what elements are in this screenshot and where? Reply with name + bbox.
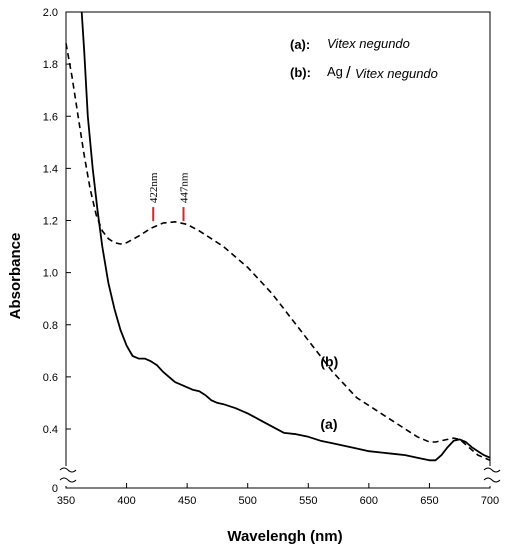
y-axis-title: Absorbance	[7, 233, 24, 320]
y-tick-label: 0.4	[43, 424, 58, 436]
x-tick-label: 400	[117, 495, 135, 507]
x-tick-label: 650	[420, 495, 438, 507]
y-tick-label: 1.0	[43, 268, 58, 280]
y-tick-label: 2.0	[43, 7, 58, 19]
x-tick-label: 350	[57, 495, 75, 507]
legend: (a): Vitex negundo (b): Ag / Vitex negun…	[290, 36, 438, 82]
annotation-layer: 422nm 447nm	[148, 172, 191, 222]
legend-b-prefix: Ag	[327, 64, 343, 79]
series-layer: (a) (b)	[65, 11, 491, 462]
x-axis-title: Wavelengh (nm)	[227, 528, 342, 545]
legend-b-key: (b):	[290, 65, 311, 80]
legend-b-slash: /	[346, 63, 351, 82]
series-line-b	[65, 43, 491, 462]
x-tick-label: 450	[178, 495, 196, 507]
y-tick-label: 0.8	[43, 320, 58, 332]
y-ticks: 0 0.4 0.6 0.8 1.0 1.2 1.4 1.6 1.8 2.0	[43, 7, 71, 495]
y-tick-label: 0	[52, 483, 58, 495]
plot-area	[65, 11, 491, 489]
legend-b-text: Vitex negundo	[355, 66, 438, 81]
y-axis-break-left	[58, 466, 77, 486]
x-tick-label: 500	[239, 495, 257, 507]
series-label-a: (a)	[320, 416, 337, 432]
y-axis-break-right	[482, 466, 501, 486]
series-line-a	[80, 11, 491, 462]
y-tick-label: 1.4	[43, 163, 58, 175]
y-tick-label: 1.2	[43, 216, 58, 228]
y-tick-label: 1.6	[43, 111, 58, 123]
peak2-label: 447nm	[179, 172, 191, 203]
legend-a-text: Vitex negundo	[327, 36, 410, 51]
legend-a-key: (a):	[290, 37, 310, 52]
x-tick-label: 600	[360, 495, 378, 507]
x-tick-label: 700	[481, 495, 499, 507]
x-tick-label: 550	[299, 495, 317, 507]
y-tick-label: 1.8	[43, 59, 58, 71]
x-ticks: 350 400 450 500 550 600 650 700	[57, 483, 499, 507]
y-tick-label: 0.6	[43, 372, 58, 384]
peak1-label: 422nm	[148, 172, 160, 203]
series-label-b: (b)	[320, 353, 338, 369]
